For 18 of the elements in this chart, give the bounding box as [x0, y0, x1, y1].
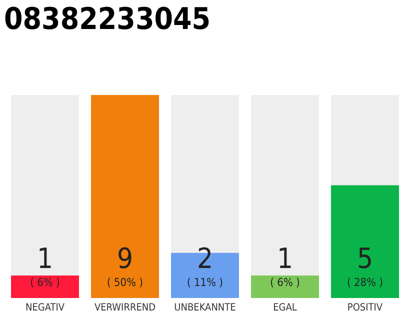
data-label: 2	[196, 242, 214, 275]
annotation: ( 6% )	[270, 276, 300, 289]
annotation: ( 28% )	[346, 276, 384, 289]
annotation: ( 50% )	[106, 276, 144, 289]
data-label: 9	[116, 242, 134, 275]
bar	[251, 275, 319, 298]
x-tick-label: VERWIRREND	[94, 302, 156, 314]
bar	[11, 275, 79, 298]
x-tick-label: UNBEKANNTE	[174, 302, 236, 314]
x-tick-label: EGAL	[273, 302, 297, 314]
annotation: ( 6% )	[30, 276, 60, 289]
data-label: 1	[276, 242, 294, 275]
x-tick-label: NEGATIV	[25, 302, 66, 314]
data-label: 1	[36, 242, 54, 275]
data-label: 5	[356, 242, 374, 275]
x-tick-label: POSITIV	[347, 302, 384, 314]
annotation: ( 11% )	[186, 276, 224, 289]
chart-title: 08382233045	[4, 2, 211, 37]
